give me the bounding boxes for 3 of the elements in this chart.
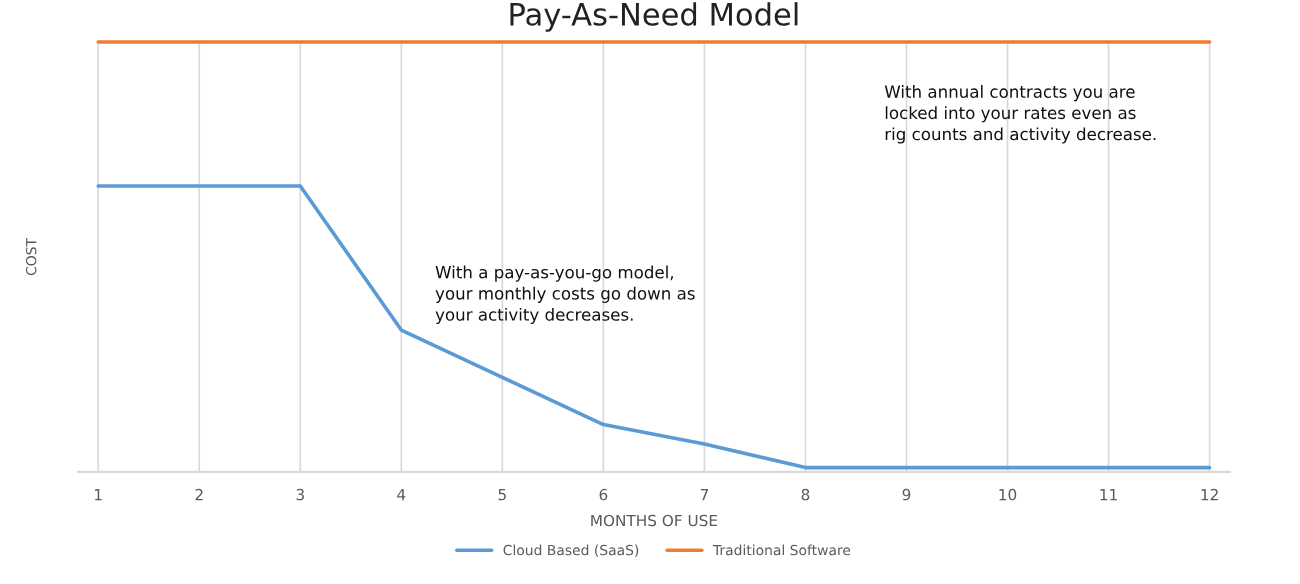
annotation: With annual contracts you are locked into your rates even as rig counts and activity decrease. bbox=[884, 85, 1156, 144]
annotation: With a pay-as-you-go model, your monthly costs go down as your activity decreases. bbox=[435, 265, 695, 325]
chart-title: Pay-As-Need Model bbox=[510, 2, 798, 32]
